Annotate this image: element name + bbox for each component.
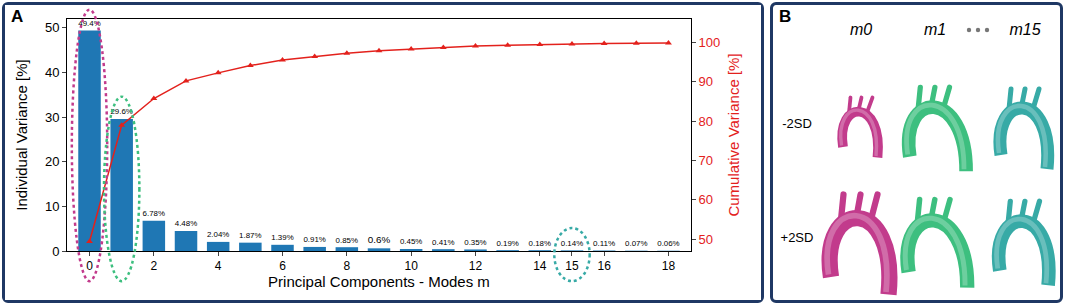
svg-text:0.41%: 0.41% [432, 238, 454, 247]
svg-text:0.14%: 0.14% [561, 239, 583, 248]
svg-text:50: 50 [699, 232, 713, 247]
svg-text:10: 10 [45, 199, 59, 214]
svg-text:1.39%: 1.39% [271, 233, 293, 242]
svg-text:49.4%: 49.4% [78, 19, 100, 28]
svg-text:16: 16 [597, 259, 611, 273]
svg-text:0.45%: 0.45% [400, 237, 422, 246]
svg-text:2: 2 [151, 259, 158, 273]
svg-text:100: 100 [699, 35, 721, 50]
svg-text:0.35%: 0.35% [464, 238, 486, 247]
svg-text:4.48%: 4.48% [175, 219, 197, 228]
svg-text:Individual Variance [%]: Individual Variance [%] [13, 59, 30, 210]
html-text:B: B [779, 7, 792, 26]
svg-text:50: 50 [45, 20, 59, 35]
svg-text:12: 12 [469, 259, 483, 273]
svg-text:0.91%: 0.91% [303, 235, 325, 244]
svg-text:60: 60 [699, 192, 713, 207]
svg-text:0: 0 [52, 244, 59, 259]
svg-text:18: 18 [662, 259, 676, 273]
svg-text:Cumulative Variance [%]: Cumulative Variance [%] [725, 53, 742, 216]
svg-text:15: 15 [565, 259, 579, 273]
svg-text:m1: m1 [924, 21, 946, 38]
svg-text:6: 6 [279, 259, 286, 273]
svg-text:8: 8 [343, 259, 350, 273]
svg-text:1.87%: 1.87% [239, 231, 261, 240]
svg-text:0.85%: 0.85% [336, 236, 358, 245]
svg-text:10: 10 [404, 259, 418, 273]
svg-text:6.78%: 6.78% [143, 209, 165, 218]
svg-text:+2SD: +2SD [781, 230, 814, 245]
svg-text:30: 30 [45, 110, 59, 125]
html-text:A: A [11, 7, 24, 26]
svg-text:0.07%: 0.07% [625, 239, 647, 248]
svg-text:70: 70 [699, 153, 713, 168]
svg-text:0.11%: 0.11% [593, 239, 615, 248]
svg-text:40: 40 [45, 65, 59, 80]
svg-text:14: 14 [533, 259, 547, 273]
svg-text:0.6%: 0.6% [368, 234, 391, 245]
svg-text:20: 20 [45, 154, 59, 169]
svg-text:90: 90 [699, 74, 713, 89]
svg-text:-2SD: -2SD [782, 116, 812, 131]
svg-text:2.04%: 2.04% [207, 230, 229, 239]
svg-text:29.6%: 29.6% [110, 107, 132, 116]
svg-text:m15: m15 [1009, 21, 1040, 38]
svg-text:m0: m0 [850, 21, 872, 38]
svg-text:0.18%: 0.18% [529, 239, 551, 248]
svg-text:80: 80 [699, 114, 713, 129]
svg-text:0.06%: 0.06% [657, 239, 679, 248]
svg-text:0: 0 [86, 259, 93, 273]
svg-text:Principal Components - Modes m: Principal Components - Modes m [268, 273, 490, 290]
svg-text:4: 4 [215, 259, 222, 273]
svg-text:0.19%: 0.19% [496, 239, 518, 248]
